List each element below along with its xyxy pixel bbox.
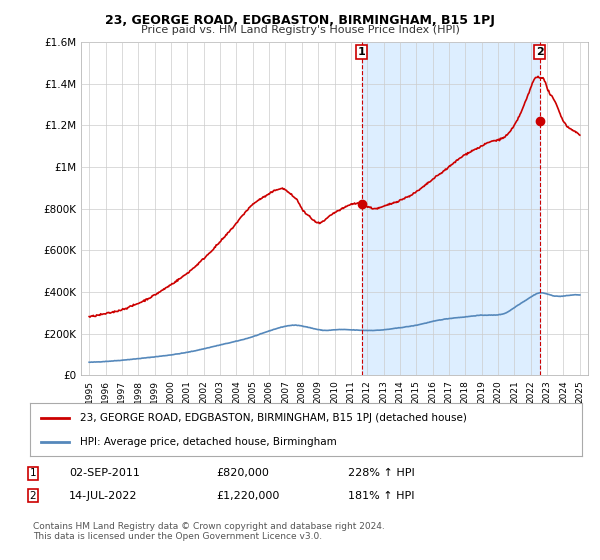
Text: 2: 2 <box>29 491 37 501</box>
Text: Contains HM Land Registry data © Crown copyright and database right 2024.
This d: Contains HM Land Registry data © Crown c… <box>33 522 385 542</box>
Text: 1: 1 <box>29 468 37 478</box>
Text: 14-JUL-2022: 14-JUL-2022 <box>69 491 137 501</box>
Bar <box>362 42 539 375</box>
Text: 23, GEORGE ROAD, EDGBASTON, BIRMINGHAM, B15 1PJ: 23, GEORGE ROAD, EDGBASTON, BIRMINGHAM, … <box>105 14 495 27</box>
Text: 02-SEP-2011: 02-SEP-2011 <box>69 468 140 478</box>
Text: 228% ↑ HPI: 228% ↑ HPI <box>348 468 415 478</box>
Text: 181% ↑ HPI: 181% ↑ HPI <box>348 491 415 501</box>
Text: Price paid vs. HM Land Registry's House Price Index (HPI): Price paid vs. HM Land Registry's House … <box>140 25 460 35</box>
Text: £820,000: £820,000 <box>216 468 269 478</box>
Text: HPI: Average price, detached house, Birmingham: HPI: Average price, detached house, Birm… <box>80 437 337 447</box>
Text: 1: 1 <box>358 47 365 57</box>
Text: £1,220,000: £1,220,000 <box>216 491 280 501</box>
Text: 2: 2 <box>536 47 544 57</box>
Text: 23, GEORGE ROAD, EDGBASTON, BIRMINGHAM, B15 1PJ (detached house): 23, GEORGE ROAD, EDGBASTON, BIRMINGHAM, … <box>80 413 467 423</box>
